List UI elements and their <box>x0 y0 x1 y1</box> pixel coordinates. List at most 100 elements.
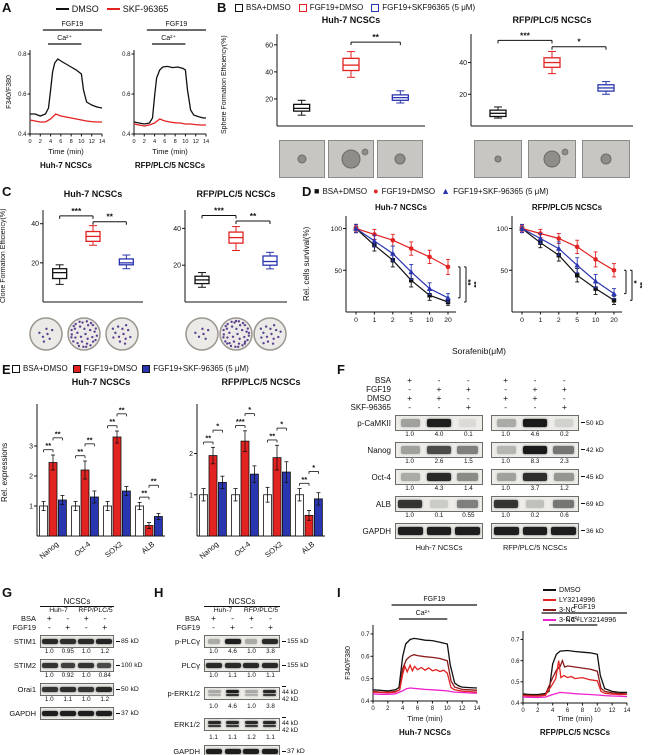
legend-item: ▲ FGF19+SKF-96365 (5 μM) <box>441 187 549 197</box>
sphere-small <box>361 148 369 156</box>
band-number: 2.6 <box>434 458 444 465</box>
legend-item: FGF19+DMSO <box>72 364 137 373</box>
chart-text: 4 <box>153 139 156 145</box>
chart-text: 0.4 <box>122 132 131 138</box>
blot-row: 1.0 0.1 0.55 1.0 0.2 0.6 <box>343 512 643 520</box>
panel-F: F BSA + - - + - - FGF19- + + - + + DMSO + + - + + - SKF-9636… <box>335 362 648 585</box>
series-FGF19+SKF-96365 <box>521 227 615 295</box>
blot-row: 1.0 4.0 0.1 1.0 4.6 0.2 <box>343 431 643 439</box>
bar-FGF19+SKF-96365 <box>122 490 131 537</box>
band-number: 1.0 <box>247 672 256 679</box>
blot-row: Nanog 42 kD <box>343 442 643 458</box>
treatment-sign: - <box>47 622 51 632</box>
legend-item: FGF19+SKF-96365 (5 μM) <box>142 364 249 373</box>
colony-dot <box>112 336 115 339</box>
marker-triangle <box>445 295 451 301</box>
colony-dot <box>265 335 269 338</box>
trace-SKF-96365 <box>133 118 206 127</box>
legend-label: FGF19+SKF-96365 (5 μM) <box>453 187 549 196</box>
treatment-signs: - + + <box>395 385 483 394</box>
colony-dot <box>272 323 276 327</box>
blot-row: 1.0 4.6 1.0 3.8 <box>158 703 334 711</box>
blot-band <box>261 748 278 755</box>
treatment-sign: + <box>503 375 509 385</box>
colony-dot <box>83 327 86 331</box>
blot-lane <box>224 719 243 730</box>
treatment-sign: + <box>465 402 471 412</box>
marker-square <box>611 298 617 303</box>
blot-lane <box>261 688 280 699</box>
colony-dot <box>82 345 85 349</box>
colony-dot <box>226 322 229 326</box>
blot-row-label: ERK1/2 <box>174 719 200 729</box>
chart-text: 0.4 <box>361 699 370 705</box>
molecular-weight-label: 37 kD <box>280 748 324 755</box>
panel-label-A: A <box>2 0 12 15</box>
chart-text: Time (min) <box>407 714 443 723</box>
significance-stars: ** <box>635 282 642 289</box>
blot-lane <box>453 497 482 511</box>
treatment-sign: + <box>46 613 52 623</box>
blot-band <box>400 473 420 481</box>
colony-dot <box>74 336 77 339</box>
blot-band <box>496 446 516 454</box>
box-FGF19+SKF96365 <box>262 255 278 266</box>
trace-LY3214996 <box>522 660 627 697</box>
treatment-sign: + <box>532 384 538 394</box>
blot-lane <box>521 524 550 538</box>
blot-lane <box>425 524 454 538</box>
molecular-weight-label: 44 kD 42 kD <box>280 683 324 703</box>
trace-DMSO <box>372 637 478 692</box>
colony-dot <box>94 327 98 330</box>
chart-text: 8 <box>431 706 435 712</box>
significance-stars: ** <box>372 32 379 42</box>
marker-circle <box>593 257 598 262</box>
chart-text: 12 <box>459 706 466 712</box>
colony-dot <box>234 319 238 323</box>
treatment-sign: - <box>466 393 470 403</box>
blot-band <box>96 638 112 645</box>
legend-swatch <box>72 364 81 373</box>
blot-row-label: BSA <box>184 614 200 623</box>
colony-dot <box>224 340 227 343</box>
blot-lane <box>453 443 482 457</box>
significance-stars: * <box>629 280 638 284</box>
chart-text: 100 <box>497 226 509 233</box>
marker-triangle <box>353 225 359 231</box>
colony-dot <box>85 320 89 323</box>
blot-lane <box>224 746 243 755</box>
blot-strip <box>491 496 579 512</box>
blot-row: STIM1 85 kD <box>4 635 150 648</box>
chart-text: 10 <box>594 708 601 714</box>
blot-lane <box>549 443 578 457</box>
colony-dot <box>70 328 73 332</box>
subplot-title: RFP/PLC/5 NCSCs <box>135 161 206 170</box>
colony-dot <box>91 340 95 343</box>
blot-band <box>42 710 58 717</box>
blot-lane <box>205 746 224 755</box>
blot-band <box>553 446 575 454</box>
treatment-sign: - <box>437 402 441 412</box>
chart-text: 2 <box>536 708 540 714</box>
band-number: 1.0 <box>44 672 54 679</box>
significance-stars: ** <box>87 435 93 444</box>
panel-label-C: C <box>2 184 12 199</box>
colony-dot <box>114 331 117 335</box>
blot-strip <box>491 442 579 458</box>
clone-dish-photo <box>219 317 253 351</box>
blot-lane <box>242 636 261 647</box>
chart-text: 12 <box>193 139 199 145</box>
molecular-weight-label: 45 kD <box>579 474 631 481</box>
series-FGF19+SKF-96365 <box>355 228 449 299</box>
colony-dot <box>116 325 120 328</box>
blot-strip <box>204 717 280 731</box>
blot-band <box>426 527 452 535</box>
legend-label: FGF19+SKF96365 (5 μM) <box>382 3 476 12</box>
significance-stars: * <box>216 422 219 431</box>
blot-lane <box>492 470 521 484</box>
bar-FGF19+SKF-96365 <box>250 473 259 537</box>
legend-swatch <box>235 3 243 12</box>
significance-stars: * <box>280 420 283 429</box>
colony-dot <box>76 331 79 335</box>
